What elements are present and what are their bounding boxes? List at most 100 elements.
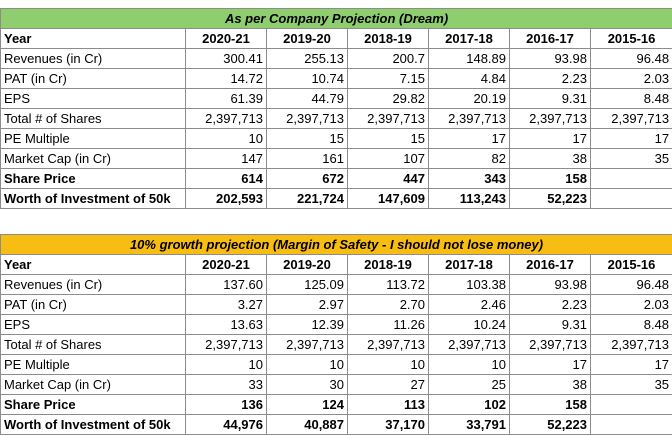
row-label-eps[interactable]: EPS bbox=[1, 315, 186, 335]
cell-share-price-2015-16[interactable] bbox=[591, 169, 672, 189]
cell-total-of-shares-2017-18[interactable]: 2,397,713 bbox=[429, 109, 510, 129]
cell-pe-multiple-2018-19[interactable]: 15 bbox=[348, 129, 429, 149]
cell-share-price-2019-20[interactable]: 124 bbox=[267, 395, 348, 415]
cell-year-2020-21[interactable]: 2020-21 bbox=[186, 255, 267, 275]
cell-year-2015-16[interactable]: 2015-16 bbox=[591, 255, 672, 275]
cell-market-cap-in-cr-2016-17[interactable]: 38 bbox=[510, 375, 591, 395]
cell-pe-multiple-2017-18[interactable]: 17 bbox=[429, 129, 510, 149]
cell-worth-of-investment-of-50k-2016-17[interactable]: 52,223 bbox=[510, 415, 591, 435]
cell-total-of-shares-2015-16[interactable]: 2,397,713 bbox=[591, 335, 672, 355]
cell-total-of-shares-2019-20[interactable]: 2,397,713 bbox=[267, 109, 348, 129]
cell-worth-of-investment-of-50k-2018-19[interactable]: 147,609 bbox=[348, 189, 429, 209]
cell-pe-multiple-2019-20[interactable]: 10 bbox=[267, 355, 348, 375]
row-label-market-cap-in-cr[interactable]: Market Cap (in Cr) bbox=[1, 149, 186, 169]
row-label-pat-in-cr[interactable]: PAT (in Cr) bbox=[1, 295, 186, 315]
cell-year-2020-21[interactable]: 2020-21 bbox=[186, 29, 267, 49]
cell-pat-in-cr-2020-21[interactable]: 3.27 bbox=[186, 295, 267, 315]
cell-eps-2015-16[interactable]: 8.48 bbox=[591, 315, 672, 335]
row-label-share-price[interactable]: Share Price bbox=[1, 395, 186, 415]
cell-pe-multiple-2015-16[interactable]: 17 bbox=[591, 129, 672, 149]
cell-year-2017-18[interactable]: 2017-18 bbox=[429, 255, 510, 275]
cell-total-of-shares-2016-17[interactable]: 2,397,713 bbox=[510, 109, 591, 129]
cell-revenues-in-cr-2016-17[interactable]: 93.98 bbox=[510, 275, 591, 295]
dream-table-title[interactable]: As per Company Projection (Dream) bbox=[1, 9, 672, 29]
cell-market-cap-in-cr-2020-21[interactable]: 147 bbox=[186, 149, 267, 169]
cell-eps-2016-17[interactable]: 9.31 bbox=[510, 89, 591, 109]
cell-total-of-shares-2015-16[interactable]: 2,397,713 bbox=[591, 109, 672, 129]
cell-total-of-shares-2020-21[interactable]: 2,397,713 bbox=[186, 109, 267, 129]
cell-worth-of-investment-of-50k-2015-16[interactable] bbox=[591, 189, 672, 209]
cell-worth-of-investment-of-50k-2016-17[interactable]: 52,223 bbox=[510, 189, 591, 209]
cell-pat-in-cr-2019-20[interactable]: 10.74 bbox=[267, 69, 348, 89]
cell-year-2018-19[interactable]: 2018-19 bbox=[348, 255, 429, 275]
cell-year-2018-19[interactable]: 2018-19 bbox=[348, 29, 429, 49]
cell-eps-2019-20[interactable]: 12.39 bbox=[267, 315, 348, 335]
cell-eps-2020-21[interactable]: 13.63 bbox=[186, 315, 267, 335]
cell-market-cap-in-cr-2017-18[interactable]: 25 bbox=[429, 375, 510, 395]
cell-share-price-2017-18[interactable]: 102 bbox=[429, 395, 510, 415]
cell-share-price-2017-18[interactable]: 343 bbox=[429, 169, 510, 189]
cell-revenues-in-cr-2017-18[interactable]: 148.89 bbox=[429, 49, 510, 69]
row-label-pe-multiple[interactable]: PE Multiple bbox=[1, 129, 186, 149]
cell-year-2016-17[interactable]: 2016-17 bbox=[510, 255, 591, 275]
row-label-total-of-shares[interactable]: Total # of Shares bbox=[1, 109, 186, 129]
row-label-pe-multiple[interactable]: PE Multiple bbox=[1, 355, 186, 375]
cell-revenues-in-cr-2019-20[interactable]: 125.09 bbox=[267, 275, 348, 295]
cell-share-price-2015-16[interactable] bbox=[591, 395, 672, 415]
cell-eps-2017-18[interactable]: 20.19 bbox=[429, 89, 510, 109]
cell-eps-2018-19[interactable]: 11.26 bbox=[348, 315, 429, 335]
cell-pe-multiple-2018-19[interactable]: 10 bbox=[348, 355, 429, 375]
cell-revenues-in-cr-2015-16[interactable]: 96.48 bbox=[591, 49, 672, 69]
row-label-pat-in-cr[interactable]: PAT (in Cr) bbox=[1, 69, 186, 89]
cell-market-cap-in-cr-2015-16[interactable]: 35 bbox=[591, 149, 672, 169]
cell-share-price-2016-17[interactable]: 158 bbox=[510, 169, 591, 189]
cell-revenues-in-cr-2019-20[interactable]: 255.13 bbox=[267, 49, 348, 69]
row-label-total-of-shares[interactable]: Total # of Shares bbox=[1, 335, 186, 355]
cell-pe-multiple-2019-20[interactable]: 15 bbox=[267, 129, 348, 149]
cell-total-of-shares-2018-19[interactable]: 2,397,713 bbox=[348, 109, 429, 129]
cell-pat-in-cr-2020-21[interactable]: 14.72 bbox=[186, 69, 267, 89]
cell-revenues-in-cr-2017-18[interactable]: 103.38 bbox=[429, 275, 510, 295]
cell-eps-2020-21[interactable]: 61.39 bbox=[186, 89, 267, 109]
cell-eps-2017-18[interactable]: 10.24 bbox=[429, 315, 510, 335]
cell-eps-2019-20[interactable]: 44.79 bbox=[267, 89, 348, 109]
cell-market-cap-in-cr-2020-21[interactable]: 33 bbox=[186, 375, 267, 395]
cell-share-price-2020-21[interactable]: 614 bbox=[186, 169, 267, 189]
row-label-year[interactable]: Year bbox=[1, 29, 186, 49]
cell-pe-multiple-2015-16[interactable]: 17 bbox=[591, 355, 672, 375]
cell-pe-multiple-2020-21[interactable]: 10 bbox=[186, 129, 267, 149]
cell-share-price-2020-21[interactable]: 136 bbox=[186, 395, 267, 415]
cell-pat-in-cr-2015-16[interactable]: 2.03 bbox=[591, 69, 672, 89]
cell-worth-of-investment-of-50k-2019-20[interactable]: 221,724 bbox=[267, 189, 348, 209]
cell-pat-in-cr-2016-17[interactable]: 2.23 bbox=[510, 69, 591, 89]
cell-total-of-shares-2020-21[interactable]: 2,397,713 bbox=[186, 335, 267, 355]
cell-revenues-in-cr-2020-21[interactable]: 300.41 bbox=[186, 49, 267, 69]
cell-pat-in-cr-2017-18[interactable]: 4.84 bbox=[429, 69, 510, 89]
cell-worth-of-investment-of-50k-2017-18[interactable]: 113,243 bbox=[429, 189, 510, 209]
cell-year-2016-17[interactable]: 2016-17 bbox=[510, 29, 591, 49]
cell-market-cap-in-cr-2016-17[interactable]: 38 bbox=[510, 149, 591, 169]
cell-eps-2015-16[interactable]: 8.48 bbox=[591, 89, 672, 109]
cell-pat-in-cr-2018-19[interactable]: 2.70 bbox=[348, 295, 429, 315]
cell-pat-in-cr-2018-19[interactable]: 7.15 bbox=[348, 69, 429, 89]
cell-pat-in-cr-2015-16[interactable]: 2.03 bbox=[591, 295, 672, 315]
cell-market-cap-in-cr-2018-19[interactable]: 27 bbox=[348, 375, 429, 395]
row-label-revenues-in-cr[interactable]: Revenues (in Cr) bbox=[1, 49, 186, 69]
cell-worth-of-investment-of-50k-2019-20[interactable]: 40,887 bbox=[267, 415, 348, 435]
row-label-eps[interactable]: EPS bbox=[1, 89, 186, 109]
cell-year-2015-16[interactable]: 2015-16 bbox=[591, 29, 672, 49]
cell-pe-multiple-2020-21[interactable]: 10 bbox=[186, 355, 267, 375]
cell-year-2017-18[interactable]: 2017-18 bbox=[429, 29, 510, 49]
cell-pat-in-cr-2016-17[interactable]: 2.23 bbox=[510, 295, 591, 315]
cell-total-of-shares-2018-19[interactable]: 2,397,713 bbox=[348, 335, 429, 355]
cell-market-cap-in-cr-2019-20[interactable]: 161 bbox=[267, 149, 348, 169]
cell-share-price-2018-19[interactable]: 113 bbox=[348, 395, 429, 415]
row-label-worth-of-investment-of-50k[interactable]: Worth of Investment of 50k bbox=[1, 415, 186, 435]
cell-total-of-shares-2017-18[interactable]: 2,397,713 bbox=[429, 335, 510, 355]
cell-pe-multiple-2016-17[interactable]: 17 bbox=[510, 129, 591, 149]
cell-share-price-2018-19[interactable]: 447 bbox=[348, 169, 429, 189]
cell-revenues-in-cr-2018-19[interactable]: 200.7 bbox=[348, 49, 429, 69]
cell-revenues-in-cr-2016-17[interactable]: 93.98 bbox=[510, 49, 591, 69]
cell-share-price-2019-20[interactable]: 672 bbox=[267, 169, 348, 189]
cell-worth-of-investment-of-50k-2020-21[interactable]: 202,593 bbox=[186, 189, 267, 209]
